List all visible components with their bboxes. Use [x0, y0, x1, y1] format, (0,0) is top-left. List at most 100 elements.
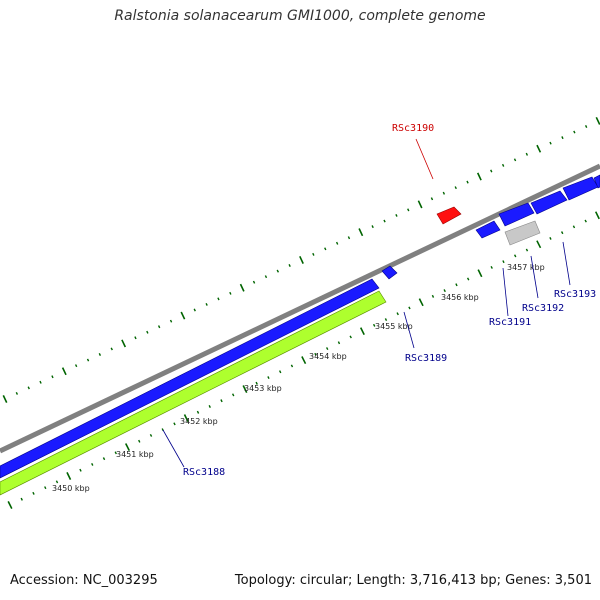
minor-tick	[267, 376, 270, 380]
minor-tick	[314, 352, 317, 356]
minor-tick	[288, 264, 291, 267]
minor-tick	[278, 370, 282, 374]
minor-tick	[110, 347, 113, 351]
major-tick	[121, 339, 127, 348]
minor-tick	[102, 457, 106, 461]
minor-tick	[290, 364, 294, 368]
minor-tick	[193, 308, 196, 312]
minor-tick	[572, 225, 576, 229]
major-tick	[242, 385, 248, 394]
minor-tick	[560, 231, 564, 235]
gene-arrow-forward	[381, 265, 398, 280]
minor-tick	[337, 341, 341, 345]
minor-tick	[513, 158, 517, 162]
minor-tick	[255, 381, 258, 385]
minor-tick	[549, 141, 552, 145]
major-tick	[124, 443, 131, 451]
minor-tick	[44, 486, 47, 490]
gene-label-rsc3190: RSc3190	[392, 123, 434, 134]
minor-tick	[513, 254, 517, 258]
forward-gene-band	[0, 278, 380, 479]
minor-tick	[324, 247, 327, 251]
gene-label-rsc3191: RSc3191	[489, 317, 531, 328]
ruler-label: 3457 kbp	[507, 263, 545, 272]
minor-tick	[549, 236, 552, 240]
minor-tick	[39, 380, 42, 384]
outer-tick-ring	[2, 116, 600, 403]
minor-tick	[431, 294, 435, 298]
accession-text: Accession: NC_003295	[10, 573, 158, 588]
minor-tick	[584, 125, 588, 128]
topology-text: Topology: circular; Length: 3,716,413 bp…	[234, 573, 592, 588]
minor-tick	[490, 169, 493, 173]
gene-label-rsc3188: RSc3188	[183, 467, 225, 478]
major-tick	[180, 311, 186, 320]
minor-tick	[466, 277, 470, 281]
major-tick	[66, 472, 72, 480]
minor-tick	[196, 410, 200, 414]
major-tick	[61, 367, 67, 376]
inner-tick-ring	[7, 211, 600, 509]
minor-tick	[220, 399, 223, 403]
minor-tick	[454, 186, 457, 190]
gc-content-band	[0, 290, 387, 496]
major-tick	[417, 200, 423, 209]
ruler-label: 3450 kbp	[52, 484, 90, 493]
minor-tick	[208, 405, 211, 408]
minor-tick	[312, 252, 315, 256]
minor-tick	[205, 302, 208, 306]
label-leader	[530, 255, 539, 299]
major-tick	[536, 240, 542, 249]
ruler-label: 3451 kbp	[116, 450, 154, 459]
minor-tick	[372, 323, 376, 327]
minor-tick	[430, 197, 434, 201]
minor-tick	[443, 289, 446, 293]
gene-arrow-forward	[530, 190, 568, 215]
major-tick	[7, 501, 13, 509]
major-tick	[536, 144, 542, 153]
minor-tick	[525, 152, 529, 156]
major-tick	[183, 414, 189, 423]
minor-tick	[264, 275, 268, 279]
minor-tick	[157, 325, 161, 329]
minor-tick	[98, 353, 102, 356]
minor-tick	[325, 347, 329, 351]
gene-label-rsc3189: RSc3189	[405, 353, 447, 364]
minor-tick	[502, 260, 505, 264]
minor-tick	[349, 335, 352, 339]
minor-tick	[173, 422, 176, 426]
minor-tick	[584, 219, 587, 223]
major-tick	[476, 172, 482, 181]
minor-tick	[347, 236, 351, 240]
minor-tick	[114, 451, 117, 455]
ruler-label: 3456 kbp	[441, 293, 479, 302]
minor-tick	[79, 468, 82, 472]
minor-tick	[501, 163, 505, 167]
label-leader	[415, 138, 434, 180]
minor-tick	[55, 480, 59, 484]
minor-tick	[455, 283, 458, 287]
minor-tick	[335, 241, 339, 245]
minor-tick	[51, 375, 54, 379]
minor-tick	[525, 248, 529, 252]
minor-tick	[229, 291, 232, 295]
minor-tick	[91, 462, 94, 466]
gene-arrow-pseudo	[504, 220, 541, 246]
minor-tick	[74, 364, 78, 368]
minor-tick	[466, 180, 469, 184]
minor-tick	[169, 319, 173, 323]
minor-tick	[384, 318, 388, 322]
major-tick	[594, 211, 600, 220]
minor-tick	[276, 269, 280, 273]
label-leader	[403, 311, 415, 349]
ruler-label: 3455 kbp	[375, 322, 413, 331]
label-leader	[502, 267, 509, 317]
minor-tick	[396, 312, 399, 316]
major-tick	[477, 269, 483, 278]
minor-tick	[395, 213, 398, 217]
gene-arrow-forward	[475, 220, 501, 239]
minor-tick	[138, 439, 141, 443]
minor-tick	[407, 208, 410, 212]
major-tick	[301, 356, 307, 365]
